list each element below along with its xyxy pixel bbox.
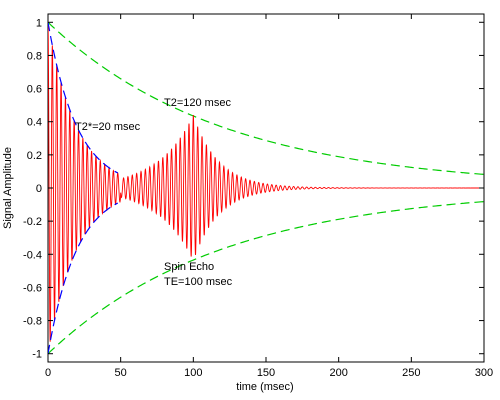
y-tick-label: 0.4: [27, 117, 42, 129]
x-tick-label: 100: [184, 367, 202, 379]
y-axis: -1 -0.8 -0.6 -0.4 -0.2 0 0.2 0.4 0.6 0.8 1: [23, 17, 484, 361]
t2-envelope-lower: [48, 201, 484, 355]
t2-envelope-upper: [48, 21, 484, 175]
y-tick-label: 0.2: [27, 150, 42, 162]
x-tick-label: 250: [402, 367, 420, 379]
curves: [48, 21, 484, 355]
annotation-t2: T2=120 msec: [164, 97, 231, 109]
x-tick-label: 150: [257, 367, 275, 379]
t2star-envelope-lower: [48, 202, 119, 354]
y-tick-label: 1: [36, 17, 42, 29]
x-axis: 0 50 100 150 200 250 300: [45, 14, 493, 379]
annotation-t2star: T2*=20 msec: [75, 121, 141, 133]
x-tick-label: 0: [45, 367, 51, 379]
x-tick-label: 300: [475, 367, 493, 379]
y-tick-label: 0.6: [27, 84, 42, 96]
signal-curve: [48, 22, 484, 342]
y-tick-label: 0: [36, 183, 42, 195]
plot-area: [47, 13, 485, 363]
x-tick-label: 50: [115, 367, 127, 379]
x-tick-label: 200: [329, 367, 347, 379]
y-tick-label: -0.6: [23, 282, 42, 294]
y-tick-label: -0.2: [23, 216, 42, 228]
annotation-spin-echo: Spin Echo: [164, 261, 214, 273]
y-axis-label: Signal Amplitude: [2, 147, 14, 229]
y-tick-label: -0.4: [23, 249, 42, 261]
y-tick-label: 0.8: [27, 50, 42, 62]
t2star-envelope-upper: [48, 22, 119, 174]
annotation-te: TE=100 msec: [164, 276, 233, 288]
x-axis-label: time (msec): [236, 381, 293, 393]
y-tick-label: -0.8: [23, 316, 42, 328]
y-tick-label: -1: [32, 349, 42, 361]
